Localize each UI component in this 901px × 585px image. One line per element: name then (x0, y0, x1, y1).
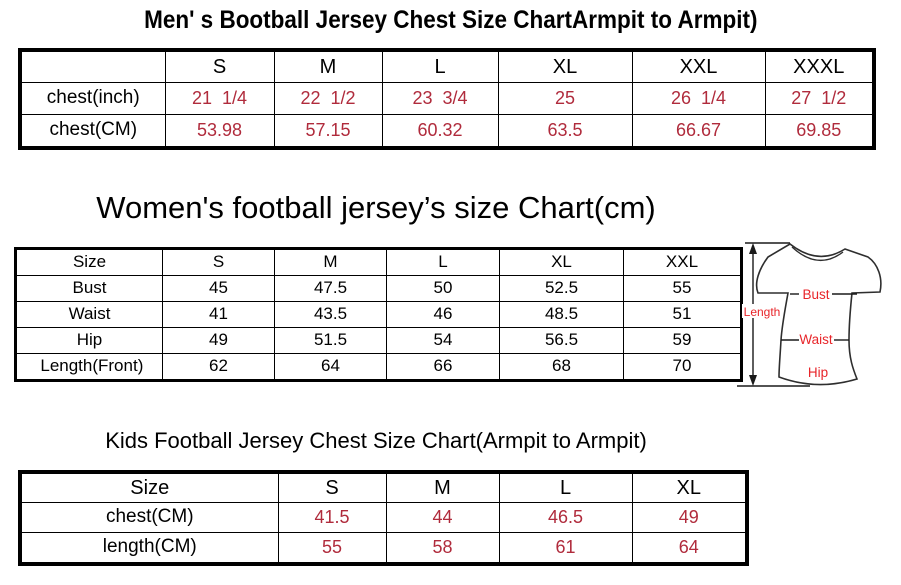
size-value: 22 1/2 (273, 82, 383, 115)
size-value: 60.32 (381, 114, 499, 149)
size-value: 62 (162, 353, 275, 381)
size-value: 49 (631, 502, 748, 533)
header-cell: Size (19, 471, 279, 503)
size-value: 58 (385, 532, 500, 565)
row-label: chest(inch) (19, 82, 166, 115)
row-label: length(CM) (19, 532, 279, 565)
row-label: Hip (15, 327, 163, 354)
mens-size-table: S M L XL XXL XXXL chest(inch) 21 1/4 22 … (18, 48, 876, 150)
size-value: 49 (162, 327, 275, 354)
size-value: 55 (277, 532, 387, 565)
size-value: 50 (386, 275, 500, 302)
header-cell (19, 49, 166, 83)
womens-size-table: Size S M L XL XXL Bust 45 47.5 50 52.5 5… (14, 247, 743, 382)
tshirt-outline (755, 243, 882, 386)
collar-inner-line (791, 246, 844, 261)
header-cell: XXL (631, 49, 766, 83)
womens-waist-row: Waist 41 43.5 46 48.5 51 (15, 301, 742, 328)
header-cell: XXXL (764, 49, 875, 83)
kids-length-row: length(CM) 55 58 61 64 (19, 532, 748, 565)
size-value: 46.5 (498, 502, 633, 533)
row-label: Length(Front) (15, 353, 163, 381)
size-value: 46 (386, 301, 500, 328)
size-value: 57.15 (273, 114, 383, 149)
size-value: 23 3/4 (381, 82, 499, 115)
arrow-up-icon (749, 243, 757, 254)
size-value: 66.67 (631, 114, 766, 149)
length-label: Length (744, 305, 781, 319)
size-value: 26 1/4 (631, 82, 766, 115)
womens-chart-title: Women's football jersey’s size Chart(cm) (0, 190, 752, 226)
womens-length-row: Length(Front) 62 64 66 68 70 (15, 353, 742, 381)
mens-header-row: S M L XL XXL XXXL (19, 49, 875, 83)
size-value: 47.5 (274, 275, 387, 302)
header-cell: XXL (623, 248, 742, 276)
size-value: 61 (498, 532, 633, 565)
header-cell: L (498, 471, 633, 503)
mens-chest-inch-row: chest(inch) 21 1/4 22 1/2 23 3/4 25 26 1… (19, 82, 875, 115)
size-value: 53.98 (164, 114, 275, 149)
size-value: 25 (497, 82, 633, 115)
header-cell: XL (631, 471, 748, 503)
size-value: 51 (623, 301, 742, 328)
mens-chest-cm-row: chest(CM) 53.98 57.15 60.32 63.5 66.67 6… (19, 114, 875, 149)
kids-chest-row: chest(CM) 41.5 44 46.5 49 (19, 502, 748, 533)
header-cell: S (277, 471, 387, 503)
arrow-down-icon (749, 375, 757, 386)
kids-header-row: Size S M L XL (19, 471, 748, 503)
header-cell: Size (15, 248, 163, 276)
kids-size-table: Size S M L XL chest(CM) 41.5 44 46.5 49 … (18, 470, 749, 566)
bust-label: Bust (802, 287, 829, 302)
size-value: 54 (386, 327, 500, 354)
hip-label: Hip (808, 365, 828, 380)
size-value: 45 (162, 275, 275, 302)
size-value: 55 (623, 275, 742, 302)
size-value: 41 (162, 301, 275, 328)
size-value: 51.5 (274, 327, 387, 354)
size-value: 27 1/2 (764, 82, 875, 115)
header-cell: S (164, 49, 275, 83)
size-value: 68 (499, 353, 624, 381)
womens-header-row: Size S M L XL XXL (15, 248, 742, 276)
womens-chart-title-text: Women's football jersey’s size Chart(cm) (96, 190, 656, 225)
header-cell: M (273, 49, 383, 83)
mens-chart-title: Men' s Bootball Jersey Chest Size ChartA… (0, 6, 901, 35)
header-cell: L (381, 49, 499, 83)
size-value: 64 (274, 353, 387, 381)
header-cell: M (274, 248, 387, 276)
size-value: 41.5 (277, 502, 387, 533)
size-value: 52.5 (499, 275, 624, 302)
womens-hip-row: Hip 49 51.5 54 56.5 59 (15, 327, 742, 354)
header-cell: M (385, 471, 500, 503)
length-label-backing (742, 304, 781, 318)
size-value: 69.85 (764, 114, 875, 149)
size-value: 66 (386, 353, 500, 381)
size-value: 70 (623, 353, 742, 381)
header-cell: XL (497, 49, 633, 83)
tshirt-measurement-diagram: Length Bust Waist Hip (737, 242, 882, 387)
row-label: chest(CM) (19, 502, 279, 533)
size-value: 44 (385, 502, 500, 533)
kids-chart-title-text: Kids Football Jersey Chest Size Chart(Ar… (105, 428, 647, 453)
header-cell: XL (499, 248, 624, 276)
size-value: 43.5 (274, 301, 387, 328)
size-value: 63.5 (497, 114, 633, 149)
size-value: 48.5 (499, 301, 624, 328)
row-label: chest(CM) (19, 114, 166, 149)
header-cell: S (162, 248, 275, 276)
size-value: 21 1/4 (164, 82, 275, 115)
row-label: Bust (15, 275, 163, 302)
kids-chart-title: Kids Football Jersey Chest Size Chart(Ar… (0, 428, 752, 454)
row-label: Waist (15, 301, 163, 328)
mens-chart-title-text: Men' s Bootball Jersey Chest Size ChartA… (143, 6, 758, 34)
waist-label: Waist (799, 332, 832, 347)
size-value: 64 (631, 532, 748, 565)
header-cell: L (386, 248, 500, 276)
size-value: 56.5 (499, 327, 624, 354)
womens-bust-row: Bust 45 47.5 50 52.5 55 (15, 275, 742, 302)
size-value: 59 (623, 327, 742, 354)
